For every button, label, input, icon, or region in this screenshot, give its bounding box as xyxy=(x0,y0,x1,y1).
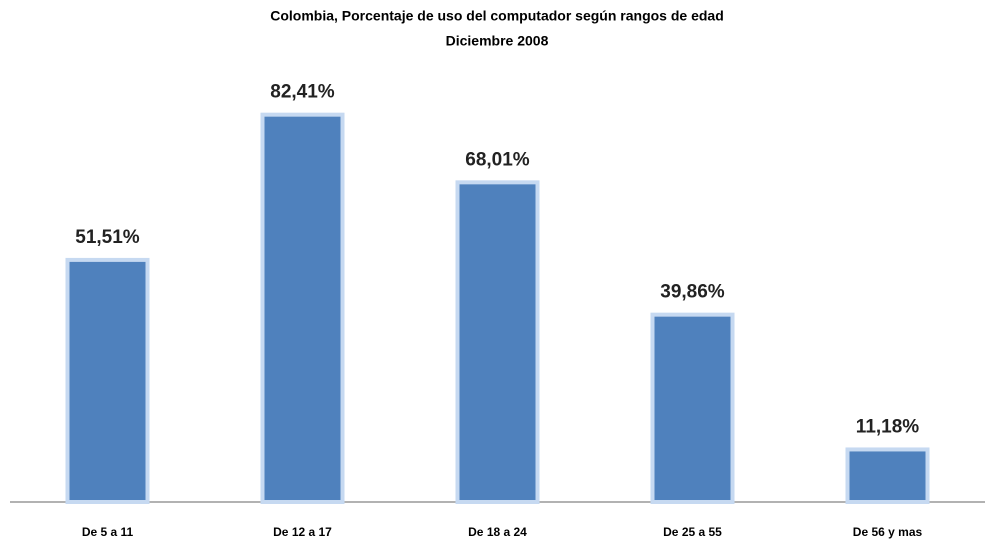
bar xyxy=(260,112,345,504)
x-tick-label: De 5 a 11 xyxy=(82,525,134,539)
bar xyxy=(455,180,540,504)
x-tick-label: De 56 y mas xyxy=(853,525,923,539)
chart-subtitle: Diciembre 2008 xyxy=(446,33,549,49)
data-label: 51,51% xyxy=(75,227,140,248)
x-tick-label: De 25 a 55 xyxy=(663,525,722,539)
data-label: 39,86% xyxy=(660,282,725,303)
bar xyxy=(65,257,150,505)
chart-title: Colombia, Porcentaje de uso del computad… xyxy=(270,8,724,24)
data-label: 11,18% xyxy=(856,416,919,437)
data-label: 82,41% xyxy=(270,82,335,103)
bar xyxy=(650,312,735,504)
data-label: 68,01% xyxy=(465,149,530,170)
x-tick-label: De 12 a 17 xyxy=(273,525,332,539)
bar xyxy=(845,447,930,505)
x-tick-label: De 18 a 24 xyxy=(468,525,527,539)
